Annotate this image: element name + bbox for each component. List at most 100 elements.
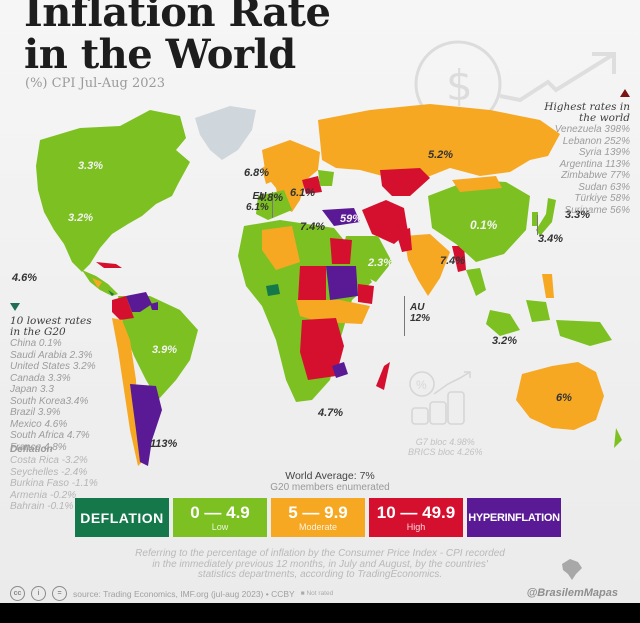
label-eu: EU 6.1% [246,191,269,213]
arabia [342,236,392,282]
legend-label: HYPERINFLATION [468,511,560,524]
label-south-africa: 4.7% [318,407,344,419]
world-average-value: World Average: 7% [285,470,375,482]
label-japan: 3.3% [565,209,591,221]
madagascar [376,362,390,390]
spain-france [256,190,292,220]
author-handle: @BrasilemMapas [526,587,618,599]
au-value: 12% [410,313,431,324]
g20-note: G20 members enumerated [270,482,390,493]
label-usa: 3.2% [68,212,94,224]
title-line-2: in the World [24,31,296,78]
source-text: source: Trading Economics, IMF.org (jul-… [73,588,295,599]
central-africa-orange [296,300,370,324]
highest-heading-2: the world [579,112,630,124]
turkey [322,208,360,226]
venezuela [126,292,152,312]
eu-value: 6.1% [246,202,269,213]
lowest-item: Japan 3.3 [10,384,54,395]
highest-item: Sudan 63% [578,181,630,193]
legend-label: 10 — 49.9 [376,502,456,522]
footer: cc i = source: Trading Economics, IMF.or… [10,586,333,601]
label-china: 0.1% [470,218,498,232]
label-canada: 3.3% [78,160,104,172]
no-derivatives-icon: = [52,586,67,601]
korea-pointer [537,215,538,235]
label-france: 4.8% [258,192,284,204]
legend-hyperinflation: HYPERINFLATION [467,498,561,537]
legend-label: 5 — 9.9 [288,502,348,522]
deflation-item: Costa Rica -3.2% [10,455,88,466]
label-india: 7.4% [440,255,466,267]
label-uk: 6.8% [244,167,270,179]
argentina [130,384,162,466]
eu-title: EU [252,191,267,202]
india [404,234,450,296]
trend-arrow-icon [499,52,616,103]
congo-angola [300,318,344,380]
attribution-icon: i [31,586,46,601]
guatemala-area [92,278,102,288]
legend-deflation: DEFLATION [75,498,169,537]
lowest-rates-panel: 10 lowest rates in the G20 China 0.1% Sa… [10,298,96,453]
lowest-item: Canada 3.3% [10,372,71,384]
triangle-up-icon [620,89,630,97]
world-average: World Average: 7% G20 members enumerated [240,470,420,494]
kazakhstan [380,168,430,196]
highest-item: Syria 139% [578,147,630,158]
japan [536,198,556,236]
cuba [96,262,122,268]
label-turkey: 59% [340,213,363,225]
pakistan [396,228,412,252]
south-america-green [118,296,198,400]
label-australia: 6% [556,392,572,404]
label-korea: 3.4% [538,233,564,245]
label-argentina: 113% [150,438,178,450]
bottom-bar [0,603,640,623]
lowest-item: United States 3.2% [10,361,96,372]
label-brazil: 3.9% [152,344,178,356]
legend-high: 10 — 49.9 High [369,498,463,537]
rating-text: ■ Not rated [300,590,334,597]
subtitle: (%) CPI Jul-Aug 2023 [25,76,166,91]
lowest-item: Mexico 4.6% [10,418,68,430]
indonesia [486,300,612,346]
label-germany: 6.1% [290,187,316,199]
brazil-map-logo-icon [562,559,582,580]
lowest-item: China 0.1% [10,338,62,349]
costa-rica [108,290,114,296]
philippines [542,274,554,298]
russia [318,104,560,180]
label-mexico: 4.6% [12,272,38,284]
algeria [262,226,300,270]
chad-niger [298,266,326,300]
lowest-item: South Korea3.4% [10,395,89,407]
eu-divider [272,192,273,218]
ukraine-area [318,170,334,186]
egypt [330,238,352,264]
deflation-item: Seychelles -2.4% [10,466,88,478]
legend-low: 0 — 4.9 Low [173,498,267,537]
legend-sub: Low [211,521,229,532]
lowest-item: Saudi Arabia 2.3% [10,349,93,361]
deflation-heading: Deflation [10,444,53,455]
china [428,180,530,262]
triangle-down-icon [10,303,20,311]
label-russia: 5.2% [428,149,454,161]
highest-heading-1: Highest rates in [544,101,630,113]
lowest-heading-1: 10 lowest rates [10,315,92,327]
europe-orange [262,140,320,212]
korea [532,212,538,226]
highest-item: Zimbabwe 77% [561,170,630,181]
label-saudi: 2.3% [368,257,394,269]
au-title: AU [410,302,425,313]
highest-item: Suriname 56% [564,204,630,216]
deflation-panel: Deflation Costa Rica -3.2% Seychelles -2… [10,444,98,513]
sea-mainland [466,268,486,296]
suriname [150,302,158,310]
hungary-area [302,176,322,194]
australia [516,362,604,430]
g7-rate: G7 bloc 4.98% [415,437,475,447]
lowest-item: Brazil 3.9% [10,407,61,418]
